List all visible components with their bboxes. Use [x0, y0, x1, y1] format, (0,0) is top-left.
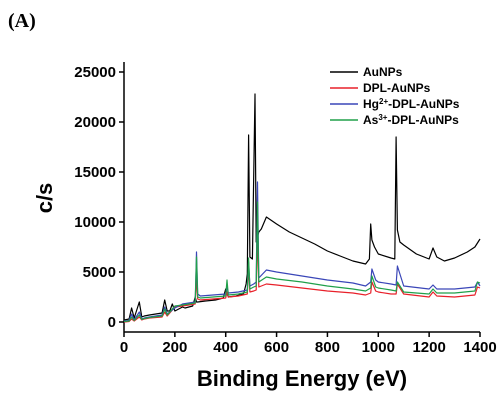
x-axis-title: Binding Energy (eV) [197, 366, 407, 391]
y-tick-label-5: 25000 [74, 64, 116, 81]
y-ticks: 0 5000 10000 15000 20000 25000 [74, 64, 124, 331]
legend-entry-3: As3+-DPL-AuNPs [363, 113, 459, 128]
legend-entry-2: Hg2+-DPL-AuNPs [363, 97, 460, 112]
x-tick-label-3: 600 [264, 339, 289, 356]
x-tick-label-1: 200 [162, 339, 187, 356]
x-tick-label-6: 1200 [412, 339, 445, 356]
legend-entry-1: DPL-AuNPs [363, 81, 431, 95]
series-line-0 [123, 93, 481, 321]
x-tick-label-7: 1400 [463, 339, 496, 356]
legend-entry-0: AuNPs [363, 65, 403, 79]
x-tick-label-2: 400 [213, 339, 238, 356]
legend: AuNPs DPL-AuNPs Hg2+-DPL-AuNPsAs3+-DPL-AuN… [330, 65, 460, 127]
y-tick-label-0: 0 [108, 314, 116, 331]
y-tick-label-1: 5000 [83, 264, 116, 281]
y-tick-label-4: 20000 [74, 114, 116, 131]
series-line-1 [123, 231, 481, 323]
y-tick-label-2: 10000 [74, 214, 116, 231]
x-ticks: 0 200 400 600 800 1000 1200 1400 [120, 332, 497, 356]
series-line-2 [123, 181, 481, 322]
y-tick-label-3: 15000 [74, 164, 116, 181]
series-layer [123, 93, 481, 323]
x-tick-label-4: 800 [315, 339, 340, 356]
series-line-3 [123, 201, 481, 323]
y-axis-title: c/s [32, 183, 57, 214]
x-tick-label-5: 1000 [362, 339, 395, 356]
plot-area: 0 5000 10000 15000 20000 25000 0 200 400 600 800 1… [74, 62, 497, 356]
x-tick-label-0: 0 [120, 339, 128, 356]
panel-label: (A) [8, 10, 36, 32]
